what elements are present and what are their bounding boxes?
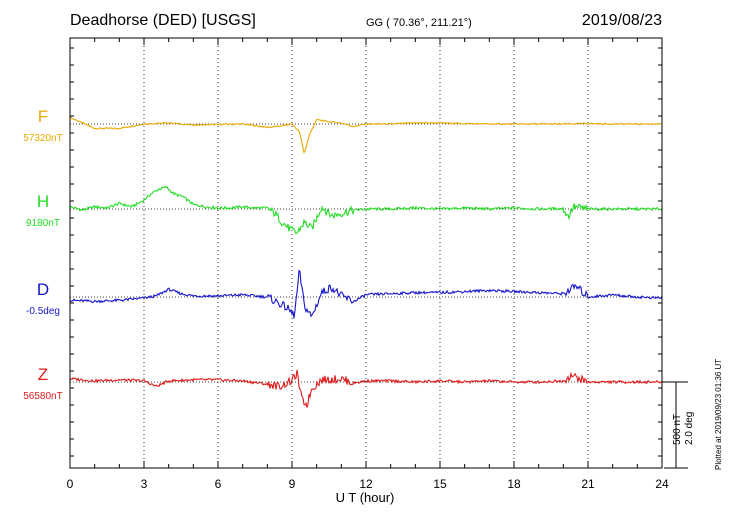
x-tick-label-8: 24 [655,477,669,491]
series-line-z [69,369,663,408]
x-tick-label-0: 0 [67,477,74,491]
x-tick-label-1: 3 [141,477,148,491]
series-line-d [70,269,663,319]
scale-bar [662,381,688,469]
x-tick-label-2: 6 [215,477,222,491]
scale-label-nt: 500 nT [672,413,683,445]
series-line-h [69,185,663,235]
x-axis-label: U T (hour) [335,490,395,505]
series-name-f: F [38,107,48,126]
series-line-f [69,116,663,154]
station-coords: GG ( 70.36°, 211.21°) [366,17,472,29]
series-name-z: Z [38,365,48,384]
station-title: Deadhorse (DED) [USGS] [70,12,256,29]
x-tick-label-4: 12 [359,477,373,491]
series-baseline-d: -0.5deg [26,306,60,317]
series-baseline-z: 56580nT [23,391,62,402]
chart-date: 2019/08/23 [581,12,662,29]
series-baseline-h: 9180nT [26,218,60,229]
series-baseline-f: 57320nT [23,133,62,144]
plotted-note: Plotted at 2019/09/23 01:36 UT [714,358,723,470]
series-name-d: D [37,280,49,299]
axis-ticks [69,38,663,468]
x-tick-label-5: 15 [433,477,447,491]
scale-label-deg: 2.0 deg [684,411,695,445]
series-traces [69,116,663,408]
series-name-h: H [37,192,49,211]
axis-labels: 0 3 6 9 12 15 18 21 24 F 57320nT H 9180nT D -0.5deg Z 56… [23,107,669,491]
x-tick-label-3: 9 [289,477,296,491]
x-tick-label-6: 18 [507,477,521,491]
x-tick-label-7: 21 [581,477,595,491]
